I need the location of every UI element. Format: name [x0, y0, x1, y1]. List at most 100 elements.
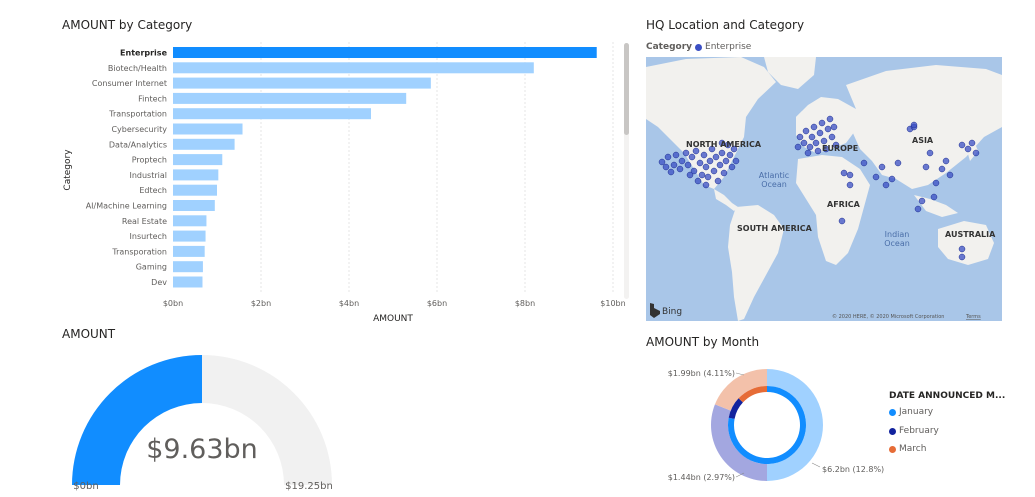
- bar-ai-machine-learning[interactable]: [173, 200, 215, 211]
- legend-dot-february: [889, 427, 896, 435]
- gauge-title: AMOUNT: [62, 327, 116, 341]
- bar-fintech[interactable]: [173, 92, 407, 104]
- map-terms-link[interactable]: Terms: [965, 314, 981, 320]
- bar-category-label: Transportation: [108, 110, 167, 119]
- bar-chart: $0bn $2bn $4bn $6bn $8bn $10bn Enterprise Biote…: [63, 42, 629, 324]
- label-indian-1: Indian: [885, 230, 910, 239]
- gauge-value: $9.63bn: [146, 434, 258, 465]
- bar-biotech-health[interactable]: [173, 62, 534, 74]
- donut-title: AMOUNT by Month: [646, 335, 760, 349]
- bar-enterprise[interactable]: [173, 47, 597, 58]
- bar-chart-title: AMOUNT by Category: [62, 18, 193, 32]
- map-legend: Category Enterprise: [646, 42, 751, 52]
- map-points: [658, 115, 980, 261]
- bar-category-label: Proptech: [132, 156, 167, 165]
- donut-label-january: $6.2bn (12.8%): [822, 465, 884, 474]
- map-title: HQ Location and Category: [646, 18, 805, 32]
- bar-gaming[interactable]: [173, 261, 203, 273]
- bar-category-label: AI/Machine Learning: [86, 202, 167, 211]
- donut-segment-january[interactable]: [767, 369, 823, 481]
- donut-label-february: $1.44bn (2.97%): [668, 473, 735, 482]
- greenland-land: [764, 57, 816, 89]
- legend-label-february: February: [899, 426, 939, 436]
- bar-x-tick-label: $6bn: [427, 299, 447, 308]
- label-asia: ASIA: [912, 136, 934, 145]
- bar-x-tick-label: $4bn: [339, 299, 359, 308]
- north-america-land: [646, 57, 776, 189]
- gauge-min: $0bn: [73, 481, 98, 492]
- map-legend-label: Category: [646, 42, 693, 52]
- bar-category-label: Biotech/Health: [108, 64, 167, 73]
- bar-consumer-internet[interactable]: [173, 77, 431, 89]
- bar-category-label: Gaming: [136, 263, 167, 272]
- bar-x-tick-label: $2bn: [251, 299, 271, 308]
- bar-category-label: Industrial: [129, 171, 167, 180]
- bar-category-label: Cybersecurity: [111, 125, 167, 134]
- label-atlantic-2: Ocean: [761, 180, 787, 189]
- bar-transportation[interactable]: [173, 108, 371, 120]
- bar-data-analytics[interactable]: [173, 138, 235, 150]
- bar-insurtech[interactable]: [173, 230, 206, 242]
- bar-category-label: Enterprise: [120, 49, 168, 58]
- label-europe: EUROPE: [822, 144, 858, 153]
- bar-x-tick-label: $0bn: [163, 299, 183, 308]
- map-legend-item[interactable]: Enterprise: [705, 42, 752, 52]
- bar-category-label: Consumer Internet: [92, 79, 167, 88]
- donut-chart: $1.99bn (4.11%) $1.44bn (2.97%) $6.2bn (…: [668, 369, 884, 482]
- bar-dev[interactable]: [173, 276, 203, 288]
- bar-scrollbar-thumb[interactable]: [624, 43, 629, 135]
- bing-text: Bing: [662, 307, 682, 317]
- bar-category-label: Dev: [151, 278, 167, 287]
- africa-land: [796, 155, 870, 265]
- donut-inner-ring: [728, 386, 806, 464]
- gauge-chart: $9.63bn $0bn $19.25bn: [72, 355, 333, 492]
- bar-x-tick-label: $8bn: [515, 299, 535, 308]
- central-america-land: [714, 189, 738, 211]
- map-copyright: © 2020 HERE, © 2020 Microsoft Corporatio…: [832, 313, 944, 320]
- bar-category-label: Real Estate: [122, 217, 167, 226]
- south-america-land: [728, 205, 784, 321]
- label-africa: AFRICA: [827, 200, 861, 209]
- legend-dot-march: [889, 445, 896, 453]
- legend-label-january: January: [899, 407, 934, 417]
- donut-segment-february[interactable]: [728, 398, 743, 419]
- donut-segment-march[interactable]: [738, 386, 767, 403]
- bar-edtech[interactable]: [173, 184, 217, 196]
- bar-cybersecurity[interactable]: [173, 123, 243, 135]
- world-map[interactable]: NORTH AMERICA SOUTH AMERICA EUROPE AFRIC…: [646, 57, 1002, 321]
- legend-label-march: March: [899, 444, 927, 454]
- donut-legend-title: DATE ANNOUNCED M...: [889, 391, 1006, 401]
- bing-logo: Bing: [650, 303, 682, 318]
- bar-industrial[interactable]: [173, 169, 219, 181]
- gauge-fill: [72, 355, 202, 485]
- donut-outer-ring: [711, 369, 823, 481]
- label-north-america: NORTH AMERICA: [686, 140, 762, 149]
- donut-label-march: $1.99bn (4.11%): [668, 369, 735, 378]
- gauge-max: $19.25bn: [285, 481, 333, 492]
- bar-category-label: Transporation: [111, 247, 167, 256]
- donut-segment-february[interactable]: [711, 404, 767, 481]
- bar-category-label: Data/Analytics: [109, 140, 167, 149]
- australia-land: [938, 221, 994, 265]
- label-atlantic-1: Atlantic: [759, 171, 789, 180]
- label-indian-2: Ocean: [884, 239, 910, 248]
- legend-dot-january: [889, 408, 896, 416]
- donut-legend-january[interactable]: January: [889, 407, 933, 417]
- bar-category-label: Edtech: [139, 186, 167, 195]
- donut-legend-march[interactable]: March: [889, 444, 926, 454]
- donut-legend-february[interactable]: February: [889, 426, 939, 436]
- bar-x-tick-label: $10bn: [600, 299, 625, 308]
- label-australia: AUSTRALIA: [945, 230, 996, 239]
- map-legend-dot: [695, 43, 703, 51]
- bar-real-estate[interactable]: [173, 215, 207, 227]
- bar-proptech[interactable]: [173, 154, 223, 166]
- bar-transporation[interactable]: [173, 245, 205, 257]
- bar-category-label: Insurtech: [130, 232, 167, 241]
- label-south-america: SOUTH AMERICA: [737, 224, 813, 233]
- asia-land: [846, 65, 1002, 189]
- bar-y-axis-title: Category: [63, 149, 73, 191]
- donut-segment-march[interactable]: [714, 369, 767, 411]
- uk-land: [796, 111, 806, 129]
- bar-category-label: Fintech: [138, 94, 167, 103]
- bar-x-axis-title: AMOUNT: [373, 314, 413, 324]
